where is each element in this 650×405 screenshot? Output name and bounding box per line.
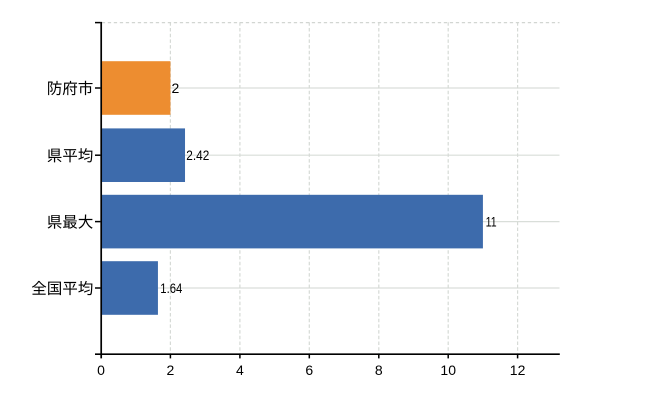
svg-text:1.64: 1.64	[160, 280, 182, 296]
svg-text:10: 10	[440, 362, 456, 378]
svg-text:2.42: 2.42	[186, 147, 209, 163]
svg-text:4: 4	[236, 362, 244, 378]
svg-text:8: 8	[375, 362, 383, 378]
svg-text:12: 12	[510, 362, 526, 378]
svg-text:2: 2	[172, 80, 180, 96]
svg-text:0: 0	[97, 362, 105, 378]
svg-text:11: 11	[486, 213, 497, 229]
svg-text:2: 2	[167, 362, 175, 378]
svg-text:6: 6	[305, 362, 313, 378]
